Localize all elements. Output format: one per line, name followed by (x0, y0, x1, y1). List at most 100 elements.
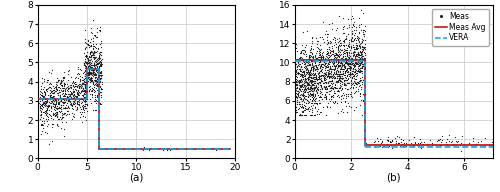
Point (304, 71, 312, 74)
Point (312, 88, 320, 91)
Point (85, 55, 93, 59)
Point (323, 69, 331, 72)
Point (90, 57, 98, 60)
Point (89, 71, 97, 74)
Point (354, 69, 362, 72)
Point (64, 70, 72, 73)
Point (338, 42, 345, 45)
Point (352, 78, 360, 81)
Point (97, 41, 105, 44)
Point (77, 89, 85, 93)
Point (322, 87, 330, 90)
Point (37, 104, 45, 107)
Point (36, 117, 44, 120)
Point (93, 31, 101, 34)
Point (307, 47, 315, 50)
Point (320, 63, 328, 66)
Point (356, 63, 364, 66)
Point (342, 93, 350, 96)
Point (356, 69, 364, 72)
Point (90, 86, 98, 89)
Point (68, 95, 76, 98)
Point (299, 51, 307, 54)
Point (40, 96, 48, 99)
Point (347, 85, 355, 89)
Point (400, 145, 407, 148)
Point (314, 93, 322, 96)
Point (301, 86, 309, 89)
Point (47, 89, 55, 93)
Point (313, 86, 321, 89)
Point (318, 70, 326, 73)
Point (306, 114, 314, 117)
Point (320, 96, 328, 99)
Point (307, 59, 315, 62)
Point (54, 94, 62, 97)
Point (353, 71, 361, 74)
Point (86, 59, 94, 62)
Point (299, 59, 307, 62)
Point (86, 50, 94, 53)
Point (58, 94, 66, 97)
Point (334, 111, 342, 114)
Point (86, 78, 94, 81)
Point (86, 55, 94, 58)
Point (356, 57, 364, 60)
Point (66, 93, 74, 96)
Point (71, 102, 79, 105)
Point (64, 92, 72, 95)
Point (336, 57, 344, 60)
Point (304, 63, 312, 66)
Point (320, 75, 328, 79)
Point (292, 80, 300, 83)
Point (360, 52, 368, 55)
Point (320, 81, 328, 84)
Point (38, 98, 46, 102)
Point (90, 52, 98, 55)
Point (330, 37, 338, 40)
Point (324, 41, 332, 44)
Point (312, 52, 320, 55)
Point (306, 55, 314, 58)
Point (80, 97, 88, 100)
Point (68, 89, 76, 92)
Point (334, 61, 342, 64)
Point (301, 62, 309, 65)
Point (58, 117, 66, 120)
Point (318, 73, 326, 76)
Point (294, 89, 302, 92)
Point (333, 79, 341, 82)
Point (336, 68, 344, 71)
Point (314, 76, 322, 79)
Point (80, 80, 88, 83)
Point (322, 85, 330, 88)
Point (297, 50, 305, 53)
Point (350, 53, 358, 56)
Point (332, 80, 340, 83)
Point (332, 52, 340, 55)
Point (333, 101, 341, 104)
Point (86, 52, 94, 55)
Point (334, 90, 342, 93)
Point (307, 114, 315, 117)
Point (308, 65, 316, 69)
Point (340, 51, 347, 54)
Point (95, 93, 103, 96)
Point (296, 93, 304, 96)
Point (49, 95, 57, 98)
Point (58, 112, 66, 115)
Point (358, 114, 366, 117)
Point (358, 57, 366, 60)
Point (42, 99, 50, 102)
Point (82, 96, 90, 99)
Point (94, 72, 102, 75)
Point (88, 88, 96, 91)
Point (90, 70, 98, 74)
Point (88, 82, 96, 85)
Point (358, 62, 366, 65)
Point (344, 65, 352, 68)
Point (90, 55, 98, 58)
Point (309, 93, 317, 96)
Point (83, 57, 91, 60)
Point (83, 84, 91, 87)
